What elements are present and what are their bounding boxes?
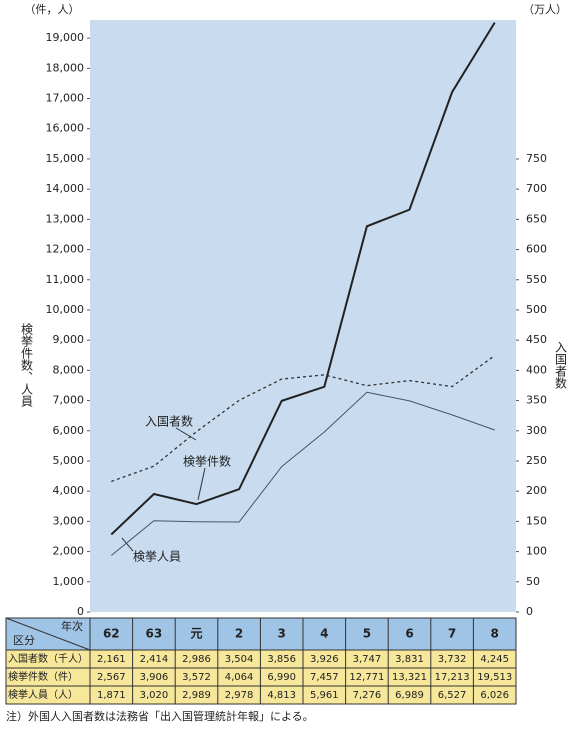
table-cell: 7,276 xyxy=(353,690,382,701)
table-header-cell: 2 xyxy=(235,627,243,641)
y-tick-label: 6,000 xyxy=(53,424,85,437)
y2-label: 入国者数 xyxy=(554,341,568,390)
table-cell: 5,961 xyxy=(310,690,339,701)
y2-tick-label: 350 xyxy=(526,394,547,407)
y-label: 検挙件数、人員 xyxy=(20,323,34,407)
table-cell: 2,414 xyxy=(140,654,169,665)
y2-tick-label: 500 xyxy=(526,303,547,316)
y2-tick-label: 200 xyxy=(526,484,547,497)
y-tick-label: 17,000 xyxy=(46,92,85,105)
table-row-label: 入国者数（千人） xyxy=(8,652,88,665)
table-cell: 4,813 xyxy=(267,690,296,701)
y2-tick-label: 650 xyxy=(526,212,547,225)
y2-tick-label: 150 xyxy=(526,514,547,527)
y2-tick-label: 300 xyxy=(526,424,547,437)
y-unit: （件，人） xyxy=(25,3,80,16)
table-cell: 4,245 xyxy=(480,654,509,665)
table-cell: 13,321 xyxy=(392,672,427,683)
table-cell: 17,213 xyxy=(435,672,470,683)
series-label: 検挙人員 xyxy=(133,550,181,564)
table-header-cell: 6 xyxy=(405,627,413,641)
y-tick-label: 5,000 xyxy=(53,454,85,467)
y-tick-label: 19,000 xyxy=(46,31,85,44)
table-cell: 2,978 xyxy=(225,690,254,701)
table-cell: 6,989 xyxy=(395,690,424,701)
line xyxy=(111,355,496,483)
table-cell: 2,567 xyxy=(97,672,126,683)
series-label: 検挙件数 xyxy=(183,454,231,469)
y-tick-label: 10,000 xyxy=(46,303,85,316)
table-header-cell: 4 xyxy=(320,627,328,641)
table-row-label: 検挙件数（件） xyxy=(8,670,78,683)
table-header-cell: 元 xyxy=(190,627,202,641)
table-cell: 6,990 xyxy=(267,672,296,683)
table-cell: 7,457 xyxy=(310,672,339,683)
y2-tick-label: 600 xyxy=(526,243,547,256)
table-cell: 3,926 xyxy=(310,654,339,665)
table-corner: 区分 xyxy=(13,634,35,647)
table-row-label: 検挙人員（人） xyxy=(8,688,78,701)
y2-tick-label: 100 xyxy=(526,545,547,558)
y2-tick-label: 700 xyxy=(526,182,547,195)
y-tick-label: 8,000 xyxy=(53,363,85,376)
table-header-cell: 8 xyxy=(491,627,499,641)
y-tick-label: 9,000 xyxy=(53,333,85,346)
y2-tick-label: 400 xyxy=(526,363,547,376)
table-header-cell: 3 xyxy=(278,627,286,641)
table-cell: 12,771 xyxy=(349,672,384,683)
y2-tick-label: 550 xyxy=(526,273,547,286)
plot-area xyxy=(90,20,516,612)
y-tick-label: 7,000 xyxy=(53,394,85,407)
table-cell: 3,906 xyxy=(140,672,169,683)
table-cell: 1,871 xyxy=(97,690,126,701)
y-tick-label: 14,000 xyxy=(46,182,85,195)
table-cell: 3,572 xyxy=(182,672,211,683)
table-cell: 3,831 xyxy=(395,654,424,665)
line xyxy=(110,22,496,536)
table-cell: 2,986 xyxy=(182,654,211,665)
leader xyxy=(197,467,206,501)
table-header-cell: 5 xyxy=(363,627,371,641)
y2-tick-label: 750 xyxy=(526,152,547,165)
series-label: 入国者数 xyxy=(145,414,193,429)
table-cell: 2,989 xyxy=(182,690,211,701)
y-tick-label: 0 xyxy=(77,605,84,618)
table-cell: 3,020 xyxy=(140,690,169,701)
y-tick-label: 11,000 xyxy=(46,273,85,286)
table-cell: 6,026 xyxy=(480,690,509,701)
table-cell: 2,161 xyxy=(97,654,126,665)
table-cell: 19,513 xyxy=(477,672,512,683)
line xyxy=(110,391,495,556)
y-tick-label: 12,000 xyxy=(46,243,85,256)
table-diagonal xyxy=(5,617,91,651)
table-header-cell: 7 xyxy=(448,627,456,641)
y-tick-label: 3,000 xyxy=(53,514,85,527)
table-corner: 年次 xyxy=(61,619,83,633)
table-cell: 6,527 xyxy=(438,690,467,701)
y-tick-label: 4,000 xyxy=(53,484,85,497)
table-cell: 3,504 xyxy=(225,654,254,665)
table-cell: 4,064 xyxy=(225,672,254,683)
y-tick-label: 16,000 xyxy=(46,122,85,135)
y-tick-label: 15,000 xyxy=(46,152,85,165)
y-tick-label: 13,000 xyxy=(46,212,85,225)
table-cell: 3,747 xyxy=(353,654,382,665)
y2-tick-label: 50 xyxy=(526,575,540,588)
y2-tick-label: 250 xyxy=(526,454,547,467)
y2-tick-label: 450 xyxy=(526,333,547,346)
table-header-cell: 63 xyxy=(146,627,163,641)
note: 注）外国人入国者数は法務省「出入国管理統計年報」による。 xyxy=(6,709,314,723)
leader xyxy=(175,427,197,441)
table-header-cell: 62 xyxy=(103,627,120,641)
y-tick-label: 1,000 xyxy=(53,575,85,588)
y-tick-label: 18,000 xyxy=(46,61,85,74)
y-tick-label: 2,000 xyxy=(53,545,85,558)
leader xyxy=(121,537,134,552)
table-cell: 3,856 xyxy=(267,654,296,665)
y2-unit: （万人） xyxy=(523,3,567,16)
table-cell: 3,732 xyxy=(438,654,467,665)
y2-tick-label: 0 xyxy=(526,605,533,618)
